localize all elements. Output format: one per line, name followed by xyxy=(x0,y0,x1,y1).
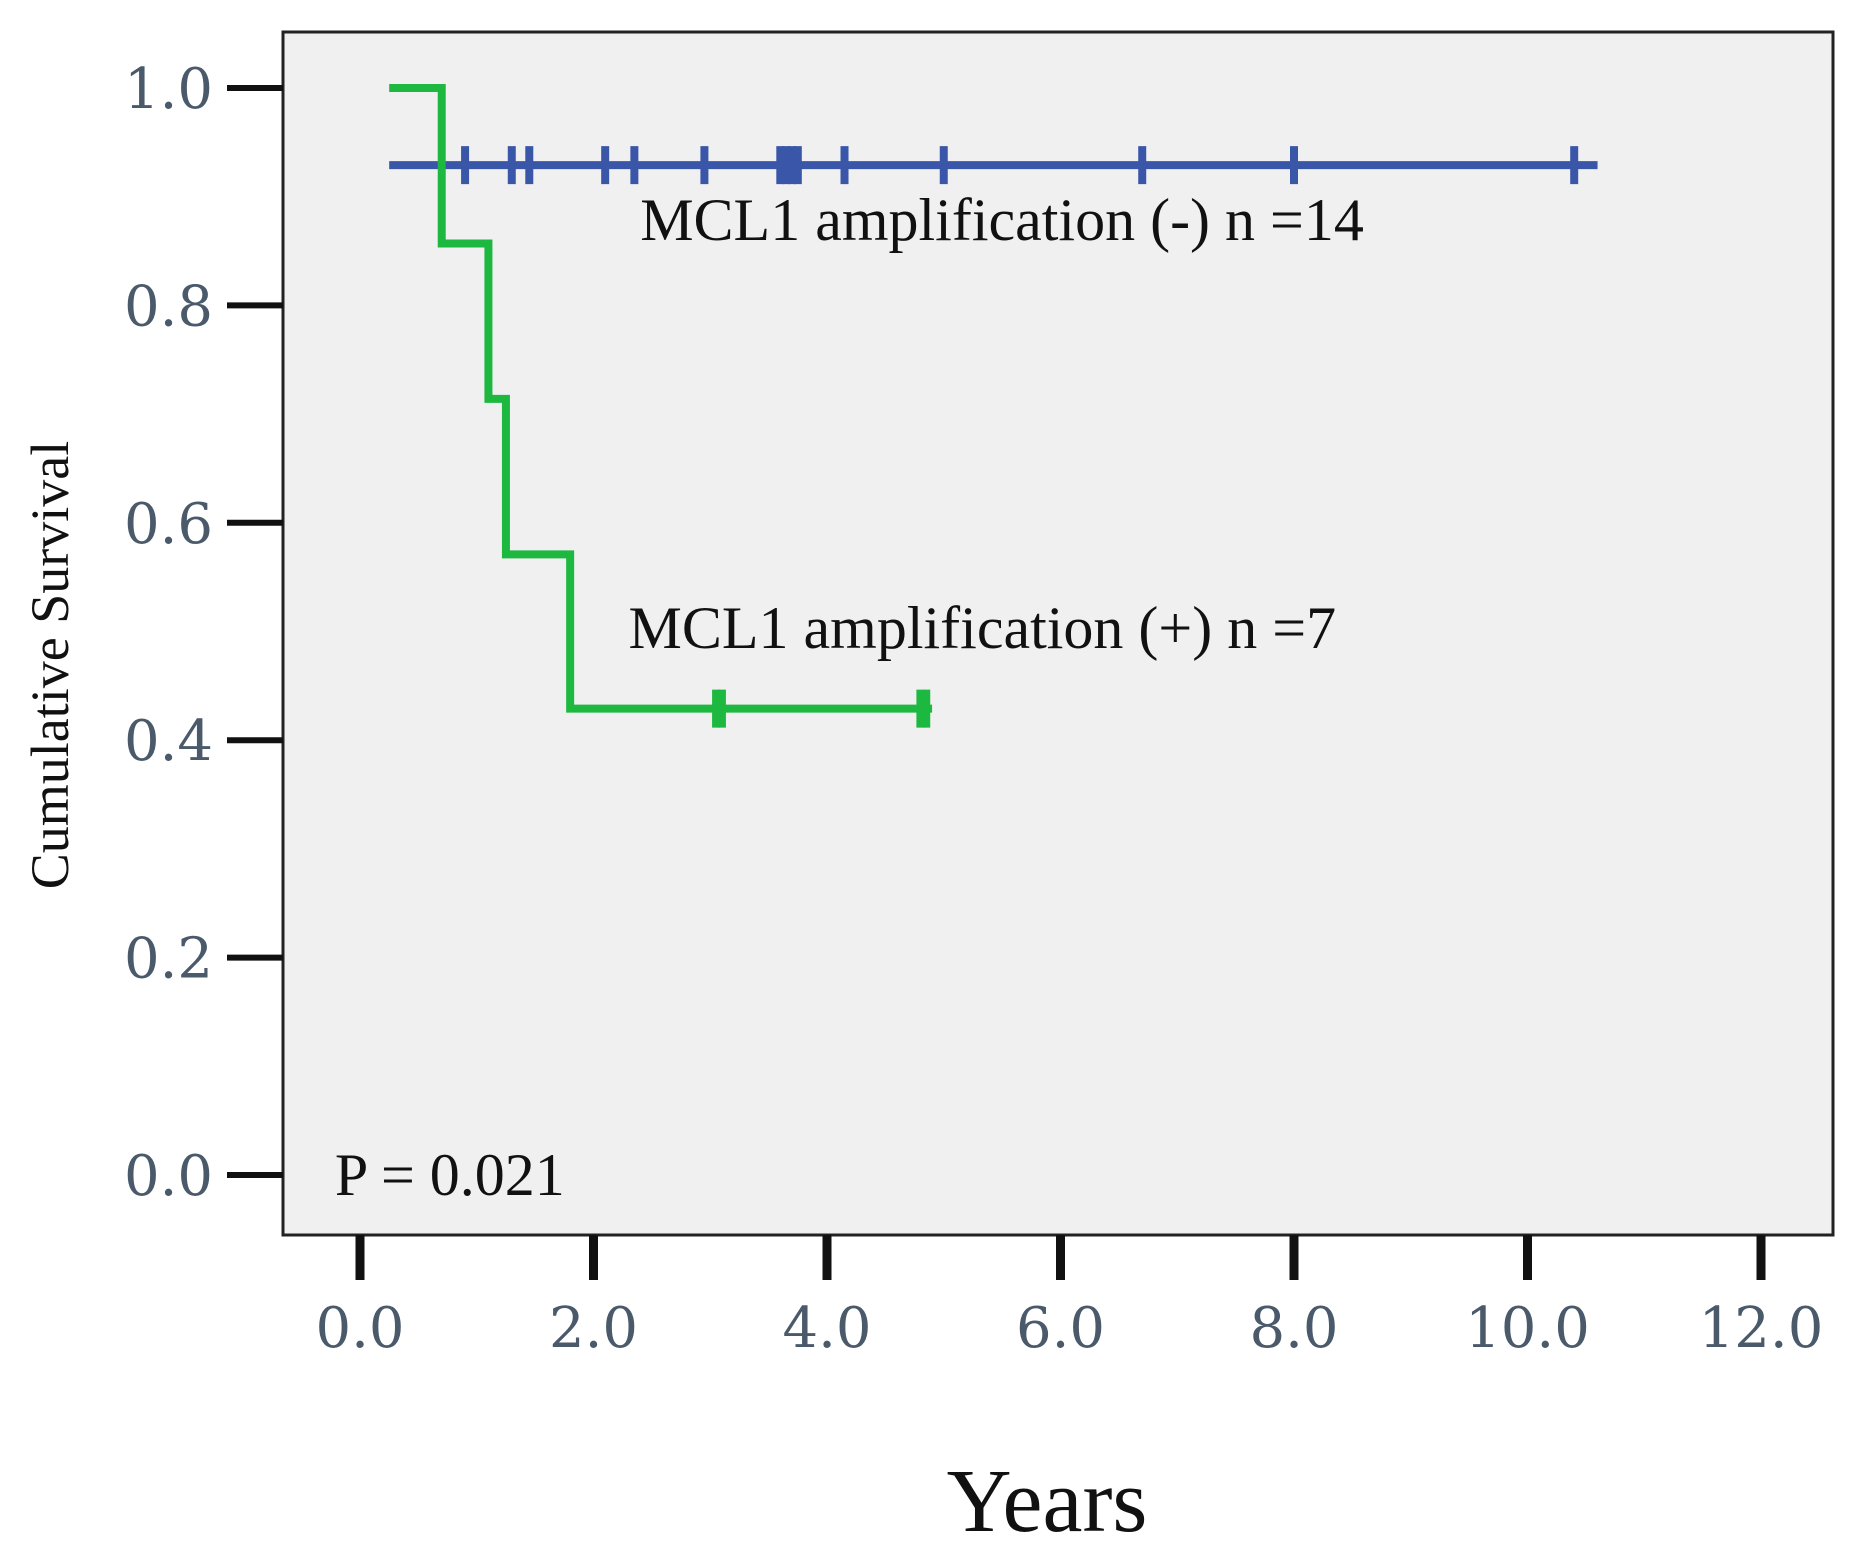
y-tick-label-4: 0.8 xyxy=(124,274,213,339)
x-tick-label-5: 10.0 xyxy=(1465,1296,1590,1361)
series-label-1: MCL1 amplification (+) n =7 xyxy=(629,595,1337,661)
y-axis-title: Cumulative Survival xyxy=(20,441,80,889)
series-label-0: MCL1 amplification (-) n =14 xyxy=(640,187,1364,253)
x-tick-label-4: 8.0 xyxy=(1249,1296,1338,1361)
series-line-1 xyxy=(389,84,933,713)
plot-area xyxy=(281,30,1835,1237)
y-tick-label-1: 0.2 xyxy=(124,927,213,992)
y-tick-label-2: 0.4 xyxy=(124,709,213,774)
label-layer: MCL1 amplification (-) n =14 MCL1 amplifi… xyxy=(335,187,1364,1208)
y-axis: 0.0 0.2 0.4 0.6 0.8 1.0 xyxy=(124,57,283,1209)
x-tick-label-3: 6.0 xyxy=(1016,1296,1105,1361)
y-tick-label-3: 0.6 xyxy=(124,492,213,557)
x-tick-label-6: 12.0 xyxy=(1699,1296,1824,1361)
x-axis: 0.0 2.0 4.0 6.0 8.0 10.0 12.0 xyxy=(315,1235,1823,1361)
p-value-annotation: P = 0.021 xyxy=(335,1142,565,1208)
x-tick-label-2: 4.0 xyxy=(782,1296,871,1361)
y-tick-label-0: 0.0 xyxy=(124,1144,213,1209)
x-tick-label-1: 2.0 xyxy=(549,1296,638,1361)
x-axis-title: Years xyxy=(947,1452,1148,1551)
y-tick-label-5: 1.0 xyxy=(124,57,213,122)
x-tick-label-0: 0.0 xyxy=(315,1296,404,1361)
series-1 xyxy=(389,84,933,728)
series-layer xyxy=(389,84,1598,728)
series-0 xyxy=(389,146,1598,185)
